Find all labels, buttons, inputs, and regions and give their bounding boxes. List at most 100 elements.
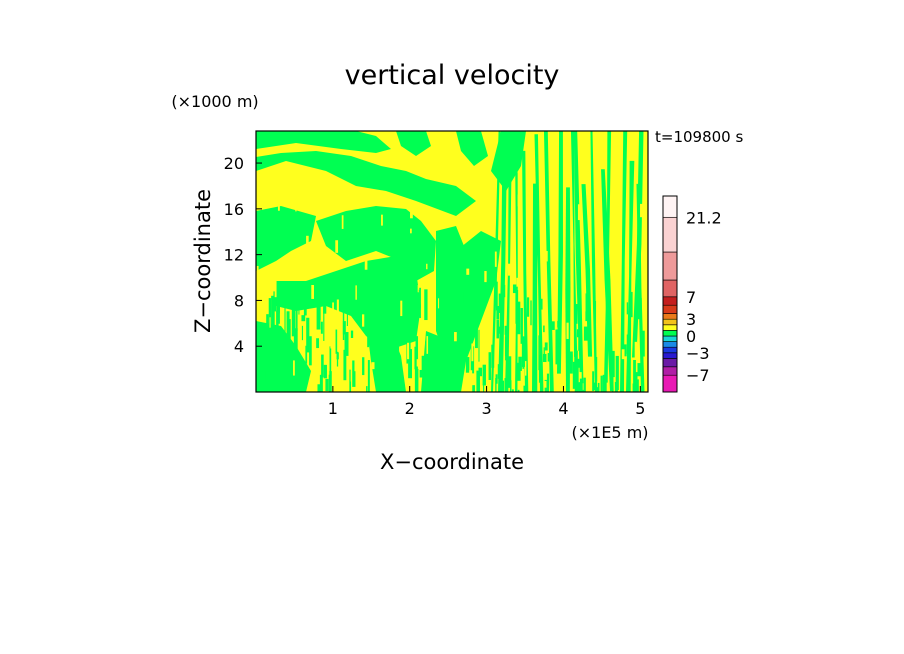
field-speckle bbox=[362, 314, 365, 327]
field-speckle bbox=[301, 325, 304, 341]
y-tick-label: 16 bbox=[224, 200, 244, 219]
field-speckle bbox=[273, 291, 277, 312]
field-speckle bbox=[373, 309, 377, 342]
field-speckle bbox=[276, 333, 279, 343]
field-speckle bbox=[268, 298, 272, 334]
field-speckle bbox=[439, 369, 443, 377]
field-speckle bbox=[455, 352, 459, 376]
field-speckle bbox=[298, 361, 302, 388]
field-speckle bbox=[634, 341, 638, 359]
field-speckle bbox=[484, 271, 487, 283]
field-speckle bbox=[460, 286, 464, 304]
field-speckle bbox=[470, 307, 473, 337]
field-speckle bbox=[522, 343, 525, 369]
field-speckle bbox=[265, 365, 269, 392]
field-speckle bbox=[367, 360, 370, 392]
field-speckle bbox=[626, 334, 629, 354]
field-speckle bbox=[343, 349, 347, 381]
field-speckle bbox=[504, 378, 508, 392]
field-streak bbox=[515, 172, 518, 392]
field-speckle bbox=[475, 281, 479, 302]
colorbar-label: 21.2 bbox=[686, 208, 722, 227]
colorbar-label: −3 bbox=[686, 344, 710, 363]
field-speckle bbox=[611, 350, 615, 378]
field-speckle bbox=[574, 350, 578, 383]
field-region bbox=[256, 151, 476, 216]
field-speckle bbox=[269, 380, 273, 392]
field-speckle bbox=[557, 321, 560, 328]
field-speckle bbox=[498, 293, 502, 313]
field-speckle bbox=[593, 382, 598, 391]
colorbar-segment bbox=[662, 346, 678, 354]
field-speckle bbox=[298, 290, 300, 315]
field-speckle bbox=[295, 284, 298, 311]
field-speckle bbox=[472, 385, 475, 392]
field-speckle bbox=[277, 198, 280, 211]
field-speckle bbox=[319, 374, 323, 392]
field-speckle bbox=[303, 288, 306, 305]
field-speckle bbox=[325, 378, 329, 392]
field-region bbox=[256, 131, 391, 153]
field-speckle bbox=[293, 360, 295, 376]
field-speckle bbox=[572, 361, 576, 389]
y-tick-label: 4 bbox=[234, 337, 244, 356]
field-speckle bbox=[410, 202, 413, 219]
field-speckle bbox=[316, 338, 320, 349]
field-speckle bbox=[376, 376, 381, 392]
field-speckle bbox=[617, 312, 621, 319]
field-speckle bbox=[544, 342, 548, 351]
field-speckle bbox=[419, 287, 421, 319]
field-speckle bbox=[539, 313, 542, 340]
field-speckle bbox=[495, 378, 497, 392]
x-tick-label: 1 bbox=[328, 399, 338, 418]
colorbar-label: 7 bbox=[686, 288, 696, 307]
x-axis: 1 2 3 4 5 bbox=[328, 386, 645, 418]
field-speckle bbox=[407, 298, 411, 310]
field-speckle bbox=[271, 295, 275, 328]
field-speckle bbox=[538, 354, 542, 383]
field-speckle bbox=[524, 361, 527, 376]
colorbar-segment bbox=[662, 374, 678, 393]
field-speckle bbox=[267, 333, 271, 344]
field-speckle bbox=[296, 300, 298, 332]
field-speckle bbox=[542, 353, 547, 363]
field-speckle bbox=[615, 355, 619, 391]
field-speckle bbox=[256, 265, 259, 275]
field-speckle bbox=[429, 366, 433, 392]
field-speckle bbox=[507, 263, 511, 276]
field-speckle bbox=[466, 281, 469, 317]
colorbar-segment bbox=[662, 366, 678, 376]
field-speckle bbox=[464, 220, 467, 234]
field-speckle bbox=[596, 387, 599, 392]
field-speckle bbox=[349, 369, 351, 392]
field-streak bbox=[626, 160, 635, 392]
field-speckle bbox=[330, 330, 333, 349]
field-speckle bbox=[316, 294, 321, 330]
field-speckle bbox=[335, 329, 338, 354]
field-speckle bbox=[516, 277, 519, 287]
field-speckle bbox=[475, 298, 478, 326]
field-speckle bbox=[520, 308, 523, 344]
field-speckle bbox=[469, 370, 473, 387]
field-speckle bbox=[595, 356, 598, 382]
field-speckle bbox=[583, 326, 588, 341]
chart-title: vertical velocity bbox=[345, 60, 560, 91]
colorbar-segment bbox=[662, 279, 678, 298]
x-tick-label: 5 bbox=[635, 399, 645, 418]
field-speckle bbox=[410, 228, 412, 234]
field-speckle bbox=[478, 329, 480, 362]
field-speckle bbox=[482, 364, 486, 386]
colorbar: 21.2 7 30−3 −7 bbox=[662, 195, 722, 393]
field-speckle bbox=[533, 368, 535, 379]
field-speckle bbox=[273, 359, 278, 391]
field-speckle bbox=[284, 301, 286, 337]
field-speckle bbox=[415, 336, 419, 360]
field-speckle bbox=[376, 350, 380, 357]
velocity-field bbox=[256, 131, 648, 392]
field-speckle bbox=[438, 298, 440, 309]
field-speckle bbox=[578, 372, 582, 379]
field-speckle bbox=[476, 370, 480, 392]
x-tick-label: 3 bbox=[481, 399, 491, 418]
field-speckle bbox=[369, 289, 372, 309]
